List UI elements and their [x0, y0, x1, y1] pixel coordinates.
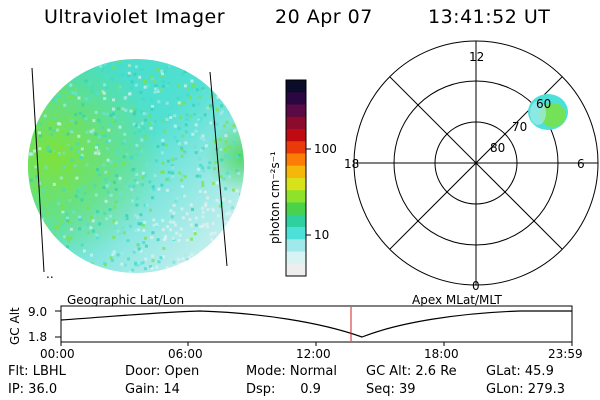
colorbar-swatch: [286, 227, 306, 240]
image-date: 20 Apr 07: [275, 6, 373, 28]
mlt-label-12: 12: [469, 50, 484, 64]
colorbar-swatch: [286, 263, 306, 277]
terminator-line-right: [209, 71, 228, 267]
colorbar-swatch: [286, 129, 306, 142]
gain-value: Gain: 14: [125, 382, 180, 397]
colorbar-swatch: [286, 141, 306, 154]
colorbar-swatch: [286, 153, 306, 167]
mlat-label-60: 60: [536, 97, 551, 111]
colorbar-swatch: [286, 239, 306, 252]
altitude-timeline: Geographic Lat/Lon Apex MLat/MLT GC Alt …: [8, 293, 583, 361]
colorbar-swatch: [286, 202, 306, 216]
timeline-y-bottom: 1.8: [28, 330, 47, 344]
gc-alt-value: GC Alt: 2.6 Re: [366, 364, 457, 379]
colorbar-tick-10: 10: [314, 228, 329, 242]
timeline-tick-1800: 18:00: [424, 347, 459, 361]
timeline-right-title: Apex MLat/MLT: [412, 293, 502, 307]
timeline-left-title: Geographic Lat/Lon: [67, 293, 184, 307]
door-status: Door: Open: [125, 364, 200, 379]
colorbar-swatch: [286, 190, 306, 203]
glat-value: GLat: 45.9: [486, 364, 554, 379]
colorbar-swatch: [286, 251, 306, 265]
timeline-tick-0600: 06:00: [168, 347, 203, 361]
mlt-label-18: 18: [344, 157, 359, 171]
altitude-curve: [60, 310, 572, 338]
timeline-y-top: 9.0: [28, 305, 47, 319]
colorbar-swatch: [286, 214, 306, 228]
mode-value: Mode: Normal: [246, 364, 337, 379]
glon-value: GLon: 279.3: [486, 382, 566, 397]
colorbar-swatch: [286, 178, 306, 191]
color-scale-bar: 100 10 photon cm⁻²s⁻¹: [268, 79, 337, 277]
colorbar-label: photon cm⁻²s⁻¹: [268, 151, 282, 244]
polar-mlt-plot: 12 0 18 6 60 70 80: [344, 40, 599, 293]
info-row-2: IP: 36.0 Gain: 14 Dsp: 0.9 Seq: 39 GLon:…: [0, 382, 600, 398]
timeline-ylabel: GC Alt: [8, 307, 22, 345]
uv-earth-image: ..: [28, 59, 244, 281]
colorbar-swatch: [286, 116, 306, 130]
mlat-label-80: 80: [490, 141, 505, 155]
mlt-label-6: 6: [577, 157, 585, 171]
colorbar-swatch: [286, 92, 306, 105]
colorbar-swatch: [286, 165, 306, 179]
filter-value: Flt: LBHL: [8, 364, 66, 379]
ip-value: IP: 36.0: [8, 382, 58, 397]
terminator-line-left: [31, 67, 45, 273]
timeline-tick-0000: 00:00: [40, 347, 75, 361]
dsp-value: Dsp: 0.9: [246, 382, 321, 397]
mlat-label-70: 70: [512, 120, 527, 134]
image-time: 13:41:52 UT: [428, 6, 551, 28]
seq-value: Seq: 39: [366, 382, 416, 397]
colorbar-swatch: [286, 80, 306, 93]
timeline-tick-2359: 23:59: [548, 347, 583, 361]
info-row-1: Flt: LBHL Door: Open Mode: Normal GC Alt…: [0, 364, 600, 380]
colorbar-tick-100: 100: [314, 142, 337, 156]
mlt-label-0: 0: [472, 279, 480, 293]
instrument-title: Ultraviolet Imager: [44, 6, 226, 28]
earth-corner-mark: ..: [46, 267, 54, 281]
colorbar-swatch: [286, 104, 306, 118]
timeline-tick-1200: 12:00: [296, 347, 331, 361]
